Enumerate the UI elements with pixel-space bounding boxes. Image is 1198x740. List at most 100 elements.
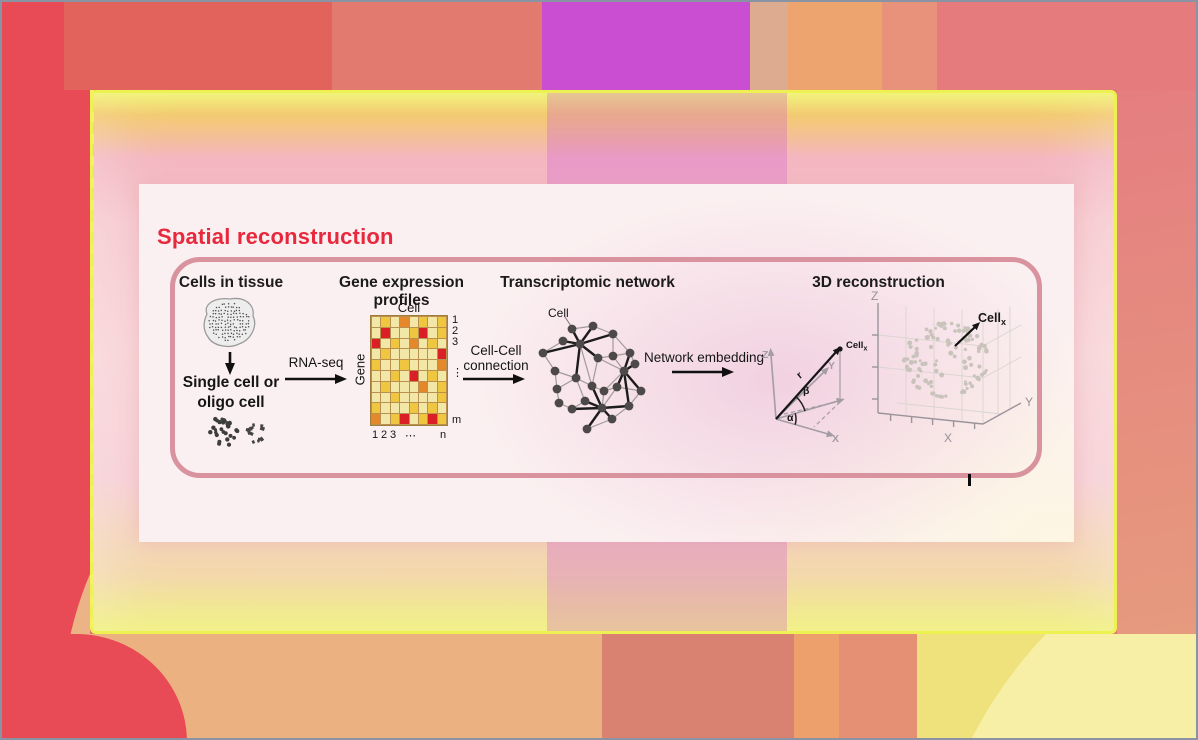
matrix-cell xyxy=(381,403,390,414)
matrix-cell xyxy=(409,327,418,338)
matrix-cell xyxy=(400,317,409,327)
matrix-cell xyxy=(437,327,446,338)
oligo-cell-cluster xyxy=(245,423,266,444)
matrix-cell xyxy=(437,371,446,381)
matrix-cell xyxy=(437,403,446,414)
matrix-cell xyxy=(372,349,381,360)
matrix-cell xyxy=(390,360,400,370)
matrix-cell xyxy=(372,360,381,370)
matrix-col-label: 3 xyxy=(390,429,397,441)
background-red-curve xyxy=(2,634,187,738)
matrix-cell xyxy=(390,381,400,392)
matrix-cell xyxy=(428,414,437,424)
single-cell-label-line1: Single cell or xyxy=(182,374,280,391)
matrix-cell xyxy=(418,317,428,327)
cell-x-point-label: Cellx xyxy=(846,340,867,353)
matrix-cell xyxy=(409,338,418,349)
matrix-cell xyxy=(372,371,381,381)
matrix-cell xyxy=(437,414,446,424)
matrix-cell xyxy=(418,360,428,370)
matrix-cell xyxy=(437,360,446,370)
matrix-cell xyxy=(400,338,409,349)
network-embedding-label: Network embedding xyxy=(643,350,765,365)
section-header-transcriptomic-network: Transcriptomic network xyxy=(500,274,675,291)
expression-matrix-grid xyxy=(370,315,448,426)
cell-cell-label-line2: connection xyxy=(463,358,529,373)
single-cell-label-line2: oligo cell xyxy=(197,394,265,411)
matrix-cell xyxy=(409,360,418,370)
matrix-cell xyxy=(437,392,446,403)
rna-seq-arrow-icon xyxy=(285,374,347,384)
cell-clusters-illustration xyxy=(208,416,266,447)
matrix-cell xyxy=(390,349,400,360)
background-right-band xyxy=(1117,90,1196,634)
matrix-cell xyxy=(400,371,409,381)
y-axis-label: Y xyxy=(1025,395,1033,409)
matrix-cell xyxy=(390,338,400,349)
matrix-cell xyxy=(409,371,418,381)
matrix-cell xyxy=(428,317,437,327)
matrix-cell-axis-label: Cell xyxy=(397,300,421,315)
matrix-cell xyxy=(390,414,400,424)
matrix-cell xyxy=(400,349,409,360)
matrix-cell xyxy=(381,360,390,370)
section-header-gene-expression: Gene expression profiles xyxy=(339,274,464,309)
matrix-cell xyxy=(418,414,428,424)
expression-matrix: Cell Gene 1 2 3 ⋮ m 1 2 3 ⋯ n xyxy=(352,300,468,442)
matrix-cell xyxy=(428,327,437,338)
matrix-cell xyxy=(418,338,428,349)
matrix-cell xyxy=(418,381,428,392)
cell-cell-label-line1: Cell-Cell xyxy=(470,343,522,358)
matrix-cell xyxy=(418,327,428,338)
matrix-cell xyxy=(428,338,437,349)
cell-point-cloud xyxy=(901,321,989,399)
z-axis-label: Z xyxy=(871,289,878,303)
matrix-cell xyxy=(372,317,381,327)
matrix-cell xyxy=(400,403,409,414)
matrix-cell xyxy=(437,338,446,349)
matrix-cell xyxy=(428,349,437,360)
x-axis-label: X xyxy=(944,431,952,445)
matrix-row-label: 3 xyxy=(452,336,459,348)
cell-cell-arrow-icon xyxy=(463,374,525,384)
beta-angle-label: β xyxy=(803,385,810,397)
background-top-bands xyxy=(2,2,1196,90)
tissue-cell-dots xyxy=(208,302,250,342)
matrix-cell xyxy=(372,327,381,338)
matrix-cell xyxy=(437,349,446,360)
figure-title: Spatial reconstruction xyxy=(157,224,394,249)
matrix-row-label: 2 xyxy=(452,325,459,337)
matrix-cell xyxy=(428,403,437,414)
matrix-row-label-m: m xyxy=(452,414,462,426)
section-header-cells-in-tissue: Cells in tissue xyxy=(178,274,284,291)
matrix-cell xyxy=(418,371,428,381)
cell-x-point-label: Cellx xyxy=(978,311,1006,327)
x-axis-label: X xyxy=(832,433,839,445)
matrix-cell xyxy=(381,414,390,424)
matrix-cell xyxy=(381,349,390,360)
scatter-3d-plot: Z X Y Cellx xyxy=(871,289,1033,445)
matrix-cell xyxy=(428,392,437,403)
figure-panel xyxy=(139,184,1074,542)
matrix-cell xyxy=(390,371,400,381)
matrix-cell xyxy=(409,349,418,360)
matrix-row-ellipsis: ⋮ xyxy=(452,367,463,379)
workflow-rounded-frame xyxy=(170,257,1042,478)
matrix-cell xyxy=(390,392,400,403)
frame-dashed-edge xyxy=(90,90,94,634)
rna-seq-label: RNA-seq xyxy=(288,355,344,370)
matrix-cell xyxy=(400,360,409,370)
background-curve-shape xyxy=(60,470,90,634)
matrix-cell xyxy=(418,392,428,403)
network-cell-label: Cell xyxy=(548,306,569,320)
matrix-row-label: 1 xyxy=(452,314,459,326)
matrix-cell xyxy=(390,327,400,338)
matrix-cell xyxy=(390,317,400,327)
matrix-cell xyxy=(428,360,437,370)
matrix-cell xyxy=(409,317,418,327)
matrix-cell xyxy=(390,403,400,414)
matrix-cell xyxy=(372,414,381,424)
spherical-coordinates-diagram: Z Y X r β α Cellx xyxy=(762,340,867,445)
background-yellow-arc xyxy=(922,634,1196,738)
